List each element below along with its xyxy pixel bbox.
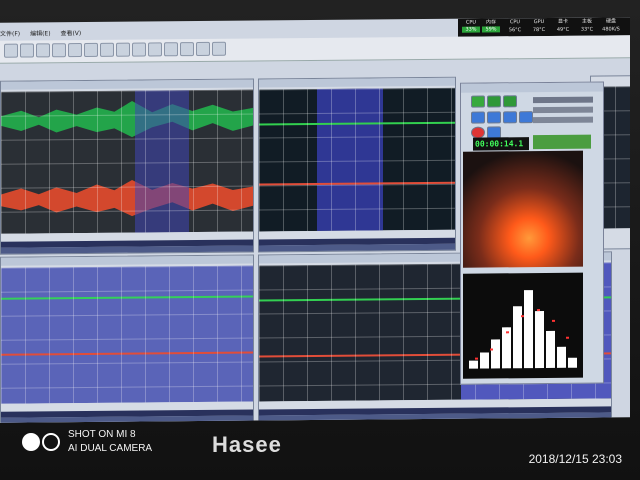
panel-titlebar — [1, 79, 253, 90]
toolbar-button[interactable] — [100, 42, 114, 57]
toolbar-button[interactable] — [4, 43, 18, 58]
toolbar-button[interactable] — [180, 42, 194, 57]
waveform-panel-bottom-left — [0, 254, 254, 423]
hist-peak-dot — [566, 336, 569, 339]
waveform-plot — [259, 87, 455, 232]
toolbar-button[interactable] — [68, 43, 82, 58]
camera-logo-icon — [22, 433, 40, 451]
status-cpu-value: 33% — [462, 26, 480, 33]
pause-button[interactable] — [503, 111, 517, 124]
toolbar-button[interactable] — [212, 41, 226, 56]
hist-peak-dot — [490, 348, 493, 351]
hist-bar — [480, 352, 489, 369]
status-card-value: 49°C — [556, 26, 570, 33]
status-cpu2-label: CPU — [509, 19, 521, 26]
status-cpu2-value: 56°C — [508, 27, 522, 34]
waveform-panel-top-middle — [258, 76, 456, 253]
hist-peak-dot — [521, 315, 524, 318]
hist-peak-dot — [552, 319, 555, 322]
play-button[interactable] — [471, 95, 485, 108]
speed-slider[interactable] — [533, 116, 593, 124]
status-gpu-label: GPU — [533, 18, 545, 26]
status-cpu-label: CPU — [465, 19, 477, 26]
waveform-panel-top-left — [0, 78, 254, 255]
pan-slider[interactable] — [533, 106, 593, 114]
status-board-label: 主板 — [581, 18, 592, 25]
status-card-label: 显卡 — [557, 18, 568, 25]
status-disk-value: 480K/S — [602, 26, 620, 33]
toolbar-button[interactable] — [164, 42, 178, 57]
hist-bar — [491, 339, 500, 369]
elapsed-time: 00:00:14.1 — [473, 137, 529, 151]
toolbar — [0, 35, 630, 64]
recorder-titlebar — [461, 82, 603, 93]
rewind-button[interactable] — [471, 111, 485, 124]
forward-button[interactable] — [487, 111, 501, 124]
hist-peak-dot — [506, 331, 509, 334]
menu-view[interactable]: 查看(V) — [60, 30, 82, 38]
waveform-plot — [1, 89, 253, 234]
hist-bar — [469, 360, 478, 369]
toolbar-button[interactable] — [20, 43, 34, 58]
spectrogram-view — [463, 150, 583, 268]
hist-bar — [524, 290, 533, 369]
watermark-line1: SHOT ON MI 8 — [68, 429, 136, 440]
level-meter — [533, 134, 591, 150]
camera-watermark: SHOT ON MI 8 AI DUAL CAMERA — [18, 427, 238, 461]
hist-bar — [546, 330, 555, 368]
hist-bar — [502, 327, 511, 369]
stop-button[interactable] — [519, 111, 533, 124]
volume-slider[interactable] — [533, 96, 593, 104]
hist-bar — [557, 346, 566, 368]
toolbar-button[interactable] — [52, 43, 66, 58]
menu-file[interactable]: 文件(F) — [0, 30, 21, 38]
status-board-value: 33°C — [580, 26, 594, 33]
menu-edit[interactable]: 编辑(E) — [30, 30, 51, 38]
system-status-bar: CPU 33% 内存 59% CPU 56°C GPU 78°C 显卡 49°C… — [458, 17, 630, 37]
toolbar-button[interactable] — [84, 42, 98, 58]
status-disk-label: 硬盘 — [605, 18, 616, 25]
screen: CPU 33% 内存 59% CPU 56°C GPU 78°C 显卡 49°C… — [0, 17, 630, 423]
histogram-chart — [463, 272, 583, 379]
toolbar-button[interactable] — [132, 42, 146, 57]
watermark-line2: AI DUAL CAMERA — [68, 443, 153, 454]
panel-titlebar — [259, 77, 455, 88]
toolbar-button[interactable] — [148, 42, 162, 57]
recorder-window: 00:00:14.1 — [460, 81, 604, 385]
hist-bar — [568, 357, 577, 368]
waveform-plot — [1, 265, 253, 404]
horizontal-scrollbar[interactable] — [259, 243, 455, 252]
status-mem-label: 内存 — [485, 19, 496, 26]
panel-titlebar — [1, 255, 253, 266]
horizontal-scrollbar[interactable] — [1, 245, 253, 254]
camera-logo-ring-icon — [42, 433, 60, 451]
toolbar-button[interactable] — [196, 41, 210, 57]
toolbar-button[interactable] — [36, 43, 50, 58]
play-selection-button[interactable] — [487, 95, 501, 108]
status-mem-value: 59% — [482, 26, 500, 33]
hist-peak-dot — [537, 309, 540, 312]
photo-timestamp: 2018/12/15 23:03 — [528, 452, 622, 466]
hist-peak-dot — [475, 357, 478, 360]
toolbar-button[interactable] — [116, 42, 130, 57]
loop-button[interactable] — [503, 95, 517, 108]
laptop-brand: Hasee — [212, 432, 282, 457]
status-gpu-value: 78°C — [532, 26, 546, 34]
hist-bar — [535, 311, 544, 369]
